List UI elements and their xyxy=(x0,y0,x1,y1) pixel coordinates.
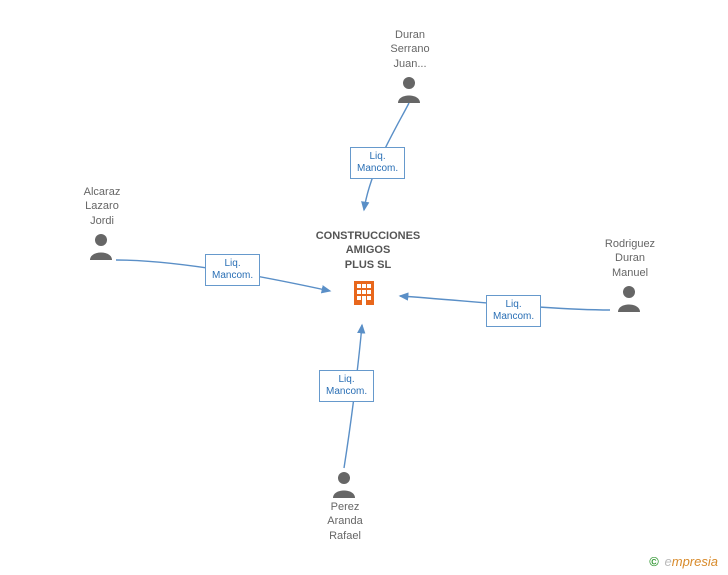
person-bottom-label: Perez Aranda Rafael xyxy=(305,500,385,543)
edge-right-label: Liq. Mancom. xyxy=(486,295,541,327)
person-right-label: Rodriguez Duran Manuel xyxy=(585,237,675,280)
person-icon xyxy=(331,470,357,498)
brand-e: e xyxy=(665,554,672,569)
company-label: CONSTRUCCIONES AMIGOS PLUS SL xyxy=(303,229,433,272)
person-icon xyxy=(88,232,114,260)
brand-rest: mpresia xyxy=(672,554,718,569)
brand-text: empresia xyxy=(665,554,718,569)
edge-bottom-label: Liq. Mancom. xyxy=(319,370,374,402)
edge-top-label: Liq. Mancom. xyxy=(350,147,405,179)
person-left-label: Alcaraz Lazaro Jordi xyxy=(62,185,142,228)
person-top-label: Duran Serrano Juan... xyxy=(370,28,450,71)
edge-left-label: Liq. Mancom. xyxy=(205,254,260,286)
person-icon xyxy=(396,75,422,103)
building-icon xyxy=(352,279,376,312)
copyright-symbol: © xyxy=(649,554,659,569)
person-icon xyxy=(616,284,642,312)
watermark: © empresia xyxy=(649,554,718,569)
